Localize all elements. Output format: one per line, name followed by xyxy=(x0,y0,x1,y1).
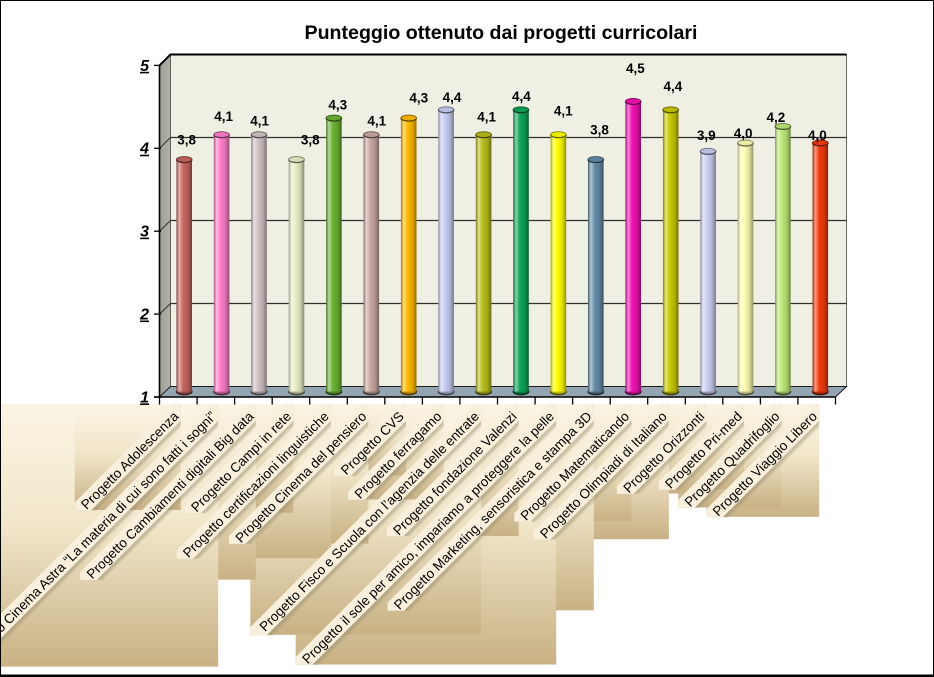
svg-text:4,4: 4,4 xyxy=(664,79,683,94)
svg-text:4,1: 4,1 xyxy=(477,109,496,124)
svg-text:5: 5 xyxy=(140,58,150,75)
svg-text:3,9: 3,9 xyxy=(697,128,716,143)
svg-text:3,8: 3,8 xyxy=(177,132,196,147)
svg-text:3,8: 3,8 xyxy=(590,122,609,137)
svg-text:4,3: 4,3 xyxy=(328,98,347,113)
svg-text:3,8: 3,8 xyxy=(301,132,320,147)
svg-text:4,1: 4,1 xyxy=(367,114,386,129)
svg-text:Punteggio ottenuto dai progett: Punteggio ottenuto dai progetti curricol… xyxy=(305,22,698,44)
svg-text:4,3: 4,3 xyxy=(409,91,428,106)
svg-text:1: 1 xyxy=(140,389,149,406)
svg-text:4: 4 xyxy=(139,141,149,158)
svg-text:4,0: 4,0 xyxy=(734,126,753,141)
svg-text:4,4: 4,4 xyxy=(512,89,531,104)
svg-text:4,1: 4,1 xyxy=(214,109,233,124)
svg-text:4,1: 4,1 xyxy=(250,114,269,129)
svg-text:4,5: 4,5 xyxy=(626,61,645,76)
svg-text:4,4: 4,4 xyxy=(443,90,462,105)
svg-text:4,1: 4,1 xyxy=(554,104,573,119)
svg-text:3: 3 xyxy=(140,224,149,241)
svg-text:4,2: 4,2 xyxy=(767,110,786,125)
svg-text:4,0: 4,0 xyxy=(808,128,827,143)
svg-text:2: 2 xyxy=(139,307,149,324)
